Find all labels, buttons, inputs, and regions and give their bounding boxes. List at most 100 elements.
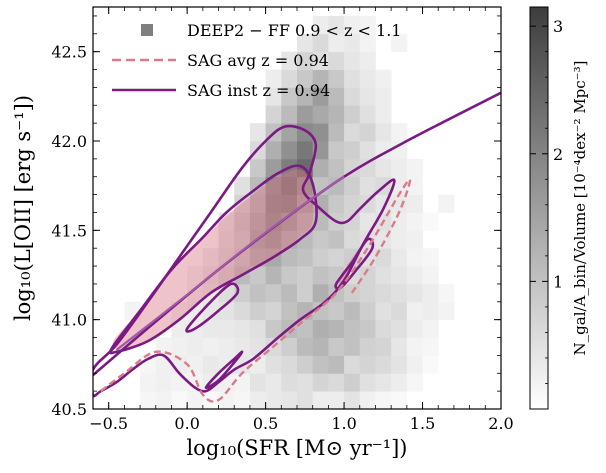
- heatmap-cell: [359, 337, 376, 356]
- heatmap-cell: [171, 373, 188, 392]
- heatmap-cell: [422, 301, 439, 321]
- heatmap-cell: [328, 230, 345, 249]
- heatmap-cell: [312, 69, 329, 88]
- heatmap-cell: [375, 87, 392, 106]
- heatmap-cell: [359, 141, 376, 160]
- heatmap-cell: [359, 69, 376, 88]
- heatmap-cell: [297, 212, 314, 231]
- x-axis-label: log₁₀(SFR [M⊙ yr⁻¹]): [186, 436, 407, 460]
- heatmap-cell: [297, 69, 314, 88]
- heatmap-cell: [375, 373, 392, 392]
- heatmap-cell: [297, 319, 314, 338]
- heatmap-cell: [312, 373, 329, 392]
- heatmap-cell: [375, 337, 392, 356]
- heatmap-cell: [344, 69, 361, 88]
- heatmap-cell: [297, 87, 314, 106]
- heatmap-cell: [297, 391, 314, 409]
- heatmap-cell: [375, 158, 392, 178]
- heatmap-cell: [391, 158, 408, 178]
- x-axis: −0.5 0.0 0.5 1.0 1.5 2.0: [89, 7, 514, 433]
- heatmap-cell: [359, 123, 376, 142]
- heatmap-cell: [359, 105, 376, 124]
- heatmap-cell: [391, 391, 408, 409]
- heatmap-cell: [406, 301, 423, 321]
- heatmap-cell: [312, 319, 329, 338]
- heatmap-cell: [359, 87, 376, 106]
- heatmap-cell: [344, 141, 361, 160]
- heatmap-cell: [359, 301, 376, 321]
- colorbar-axis: 1 2 3: [530, 17, 563, 384]
- heatmap-cell: [187, 373, 204, 392]
- heatmap-cell: [218, 319, 235, 338]
- colorbar-tick-label: 3: [553, 17, 563, 36]
- y-tick-label: 41.5: [51, 221, 87, 240]
- heatmap-cell: [359, 33, 376, 53]
- heatmap-cell: [202, 355, 219, 374]
- heatmap-cell: [265, 194, 282, 213]
- heatmap-cell: [312, 123, 329, 142]
- heatmap-cell: [328, 337, 345, 356]
- heatmap-cell: [281, 301, 298, 321]
- heatmap-cell: [375, 283, 392, 303]
- dashed-contour-line: [100, 178, 412, 403]
- heatmap-cell: [328, 355, 345, 374]
- heatmap-cell: [391, 266, 408, 285]
- heatmap-cell: [422, 319, 439, 338]
- heatmap-cell: [406, 337, 423, 356]
- heatmap-cell: [328, 123, 345, 142]
- y-axis-label: log₁₀(L[OII] [erg s⁻¹]): [11, 95, 35, 321]
- heatmap-cell: [391, 230, 408, 249]
- heatmap-cell: [249, 319, 267, 338]
- heatmap-cell: [344, 391, 361, 409]
- heatmap-cell: [297, 283, 314, 303]
- heatmap-cell: [312, 87, 329, 106]
- colorbar: [529, 6, 549, 410]
- x-tick-label: 0.0: [174, 414, 199, 433]
- heatmap-cell: [422, 212, 439, 231]
- heatmap-cell: [391, 141, 408, 160]
- heatmap-layer: [124, 15, 455, 409]
- heatmap-cell: [406, 319, 423, 338]
- y-tick-label: 42.0: [51, 132, 87, 151]
- heatmap-cell: [281, 266, 298, 285]
- contour-line: [115, 175, 345, 351]
- heatmap-cell: [406, 373, 423, 392]
- heatmap-cell: [344, 248, 361, 267]
- heatmap-cell: [265, 69, 282, 88]
- heatmap-cell: [234, 373, 251, 392]
- heatmap-cell: [406, 266, 423, 285]
- heatmap-cell: [359, 319, 376, 338]
- contour-line: [108, 164, 318, 355]
- heatmap-cell: [281, 194, 298, 213]
- heatmap-cell: [328, 105, 345, 124]
- heatmap-cell: [328, 51, 345, 70]
- heatmap-cell: [391, 248, 408, 267]
- heatmap-cell: [312, 391, 329, 409]
- heatmap-cell: [344, 373, 361, 392]
- heatmap-cell: [265, 141, 282, 160]
- heatmap-cell: [438, 301, 455, 321]
- heatmap-cell: [187, 391, 204, 409]
- heatmap-cell: [249, 194, 267, 213]
- heatmap-cell: [406, 283, 423, 303]
- heatmap-cell: [344, 15, 361, 35]
- heatmap-cell: [281, 391, 298, 409]
- heatmap-cell: [218, 337, 235, 356]
- heatmap-cell: [265, 105, 282, 124]
- heatmap-cell: [344, 355, 361, 374]
- heatmap-cell: [359, 283, 376, 303]
- heatmap-cell: [265, 87, 282, 106]
- heatmap-cell: [422, 355, 439, 374]
- heatmap-cell: [312, 230, 329, 249]
- heatmap-cell: [297, 123, 314, 142]
- heatmap-cell: [344, 319, 361, 338]
- heatmap-cell: [297, 266, 314, 285]
- heatmap-cell: [406, 212, 423, 231]
- heatmap-cell: [281, 176, 298, 195]
- heatmap-cell: [344, 194, 361, 213]
- heatmap-cell: [234, 176, 251, 195]
- legend-label: SAG avg z = 0.94: [187, 51, 329, 70]
- legend-label: DEEP2 − FF 0.9 < z < 1.1: [187, 21, 401, 40]
- heatmap-cell: [234, 194, 251, 213]
- x-tick-label: 1.0: [331, 414, 356, 433]
